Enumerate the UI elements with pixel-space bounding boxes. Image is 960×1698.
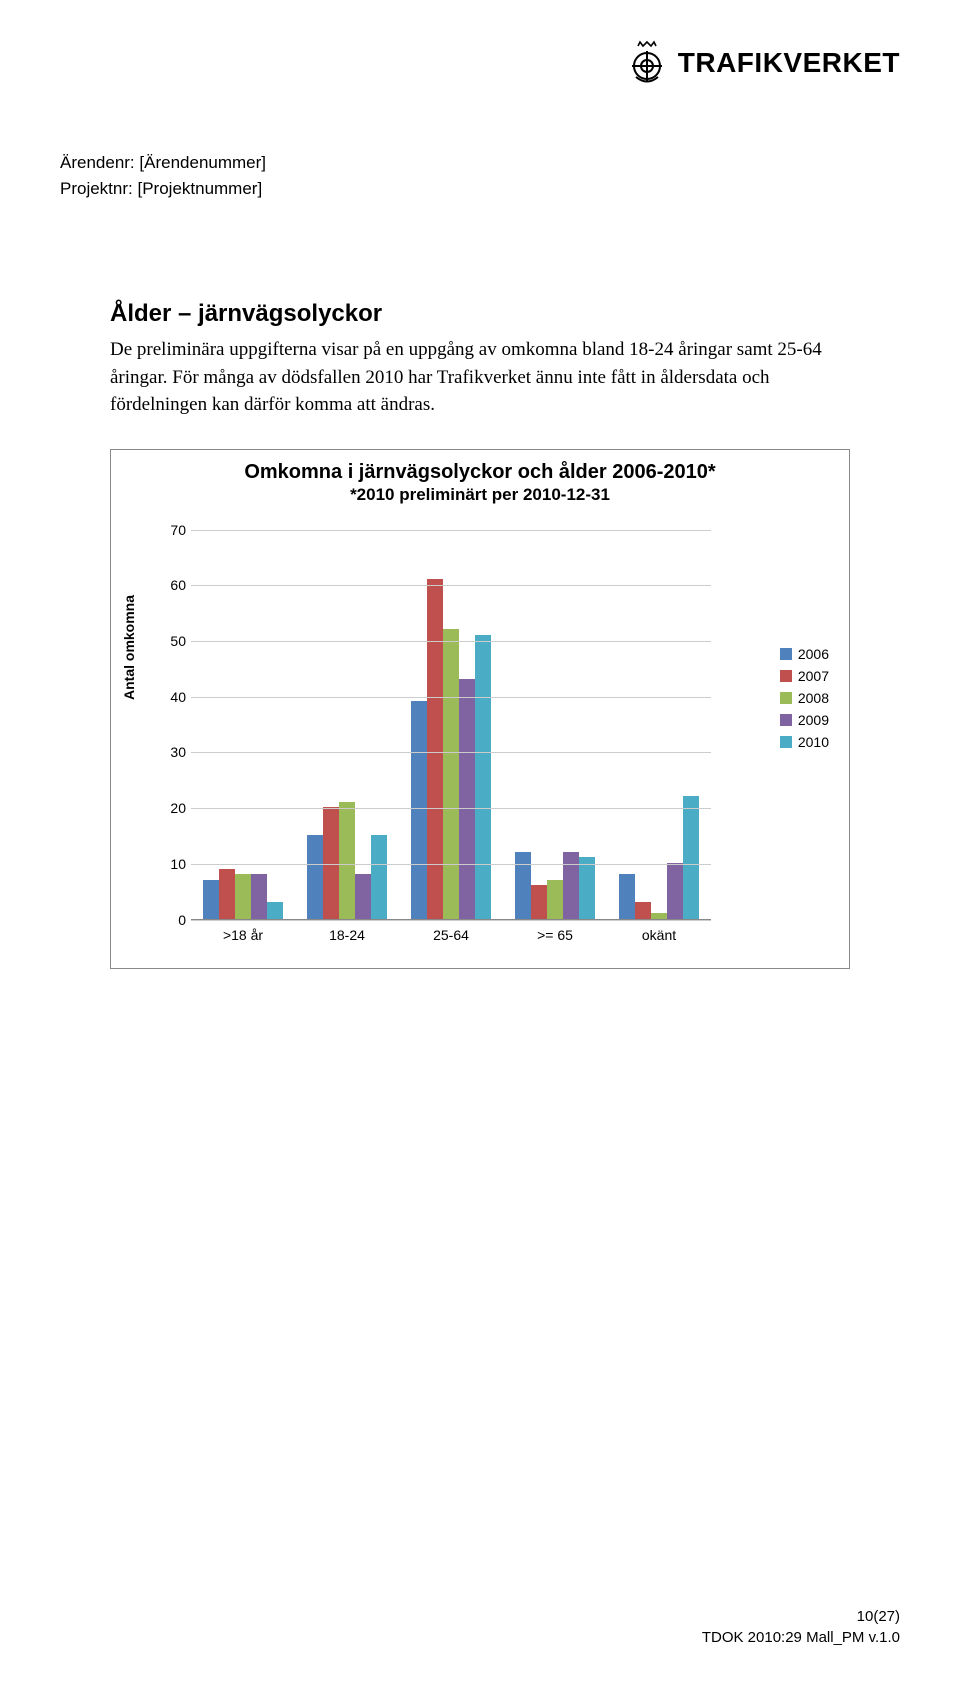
legend-swatch bbox=[780, 714, 792, 726]
grid-line bbox=[191, 585, 711, 586]
bar bbox=[267, 902, 283, 919]
y-tick: 0 bbox=[161, 912, 186, 928]
section-title: Ålder – järnvägsolyckor bbox=[110, 300, 850, 328]
doc-id: TDOK 2010:29 Mall_PM v.1.0 bbox=[702, 1627, 900, 1648]
bar bbox=[619, 874, 635, 919]
bar bbox=[339, 802, 355, 919]
grid-line bbox=[191, 808, 711, 809]
legend-label: 2007 bbox=[798, 668, 829, 684]
y-tick: 50 bbox=[161, 633, 186, 649]
bar-group: 18-24 bbox=[295, 530, 399, 919]
grid-line bbox=[191, 864, 711, 865]
x-label: >18 år bbox=[191, 927, 295, 943]
y-tick: 20 bbox=[161, 800, 186, 816]
chart-plot: >18 år18-2425-64>= 65okänt 0102030405060… bbox=[191, 530, 711, 920]
bar bbox=[307, 835, 323, 919]
main-content: Ålder – järnvägsolyckor De preliminära u… bbox=[110, 300, 850, 969]
bar bbox=[579, 857, 595, 918]
bar bbox=[531, 885, 547, 918]
legend-item: 2009 bbox=[780, 712, 829, 728]
bar-group: 25-64 bbox=[399, 530, 503, 919]
arende-value: [Ärendenummer] bbox=[139, 153, 266, 172]
bar bbox=[515, 852, 531, 919]
bar bbox=[547, 880, 563, 919]
grid-line bbox=[191, 697, 711, 698]
age-chart: Omkomna i järnvägsolyckor och ålder 2006… bbox=[110, 449, 850, 969]
x-label: okänt bbox=[607, 927, 711, 943]
crown-anchor-icon bbox=[626, 40, 668, 86]
page-footer: 10(27) TDOK 2010:29 Mall_PM v.1.0 bbox=[702, 1606, 900, 1648]
legend-item: 2007 bbox=[780, 668, 829, 684]
bar bbox=[235, 874, 251, 919]
logo-text: TRAFIKVERKET bbox=[678, 47, 900, 79]
grid-line bbox=[191, 920, 711, 921]
chart-subtitle: *2010 preliminärt per 2010-12-31 bbox=[111, 485, 849, 505]
legend-swatch bbox=[780, 692, 792, 704]
bar bbox=[563, 852, 579, 919]
page-number: 10(27) bbox=[702, 1606, 900, 1627]
x-label: 18-24 bbox=[295, 927, 399, 943]
bar bbox=[219, 869, 235, 919]
legend-swatch bbox=[780, 736, 792, 748]
legend-swatch bbox=[780, 670, 792, 682]
chart-title: Omkomna i järnvägsolyckor och ålder 2006… bbox=[111, 450, 849, 485]
bar-group: >= 65 bbox=[503, 530, 607, 919]
bar bbox=[459, 679, 475, 919]
bar bbox=[635, 902, 651, 919]
legend-label: 2010 bbox=[798, 734, 829, 750]
bar bbox=[651, 913, 667, 919]
bar bbox=[251, 874, 267, 919]
y-tick: 40 bbox=[161, 689, 186, 705]
x-label: 25-64 bbox=[399, 927, 503, 943]
bar bbox=[443, 629, 459, 919]
y-axis-label: Antal omkomna bbox=[121, 595, 137, 700]
bar bbox=[411, 701, 427, 918]
grid-line bbox=[191, 641, 711, 642]
bar bbox=[427, 579, 443, 919]
bar bbox=[667, 863, 683, 919]
y-tick: 10 bbox=[161, 856, 186, 872]
legend-item: 2006 bbox=[780, 646, 829, 662]
grid-line bbox=[191, 530, 711, 531]
legend-swatch bbox=[780, 648, 792, 660]
chart-legend: 2006 2007 2008 2009 2010 bbox=[780, 640, 829, 756]
y-tick: 60 bbox=[161, 577, 186, 593]
bar bbox=[355, 874, 371, 919]
logo: TRAFIKVERKET bbox=[626, 40, 900, 86]
bar-group: >18 år bbox=[191, 530, 295, 919]
bar bbox=[323, 807, 339, 918]
projekt-value: [Projektnummer] bbox=[137, 179, 262, 198]
bar bbox=[203, 880, 219, 919]
y-tick: 30 bbox=[161, 744, 186, 760]
bar bbox=[371, 835, 387, 919]
legend-item: 2010 bbox=[780, 734, 829, 750]
legend-label: 2008 bbox=[798, 690, 829, 706]
bar bbox=[683, 796, 699, 919]
arende-label: Ärendenr: bbox=[60, 153, 135, 172]
projekt-label: Projektnr: bbox=[60, 179, 133, 198]
document-meta: Ärendenr: [Ärendenummer] Projektnr: [Pro… bbox=[60, 150, 266, 201]
y-tick: 70 bbox=[161, 522, 186, 538]
bar-group: okänt bbox=[607, 530, 711, 919]
legend-item: 2008 bbox=[780, 690, 829, 706]
x-label: >= 65 bbox=[503, 927, 607, 943]
legend-label: 2006 bbox=[798, 646, 829, 662]
grid-line bbox=[191, 752, 711, 753]
section-body: De preliminära uppgifterna visar på en u… bbox=[110, 336, 850, 419]
legend-label: 2009 bbox=[798, 712, 829, 728]
bar bbox=[475, 635, 491, 919]
